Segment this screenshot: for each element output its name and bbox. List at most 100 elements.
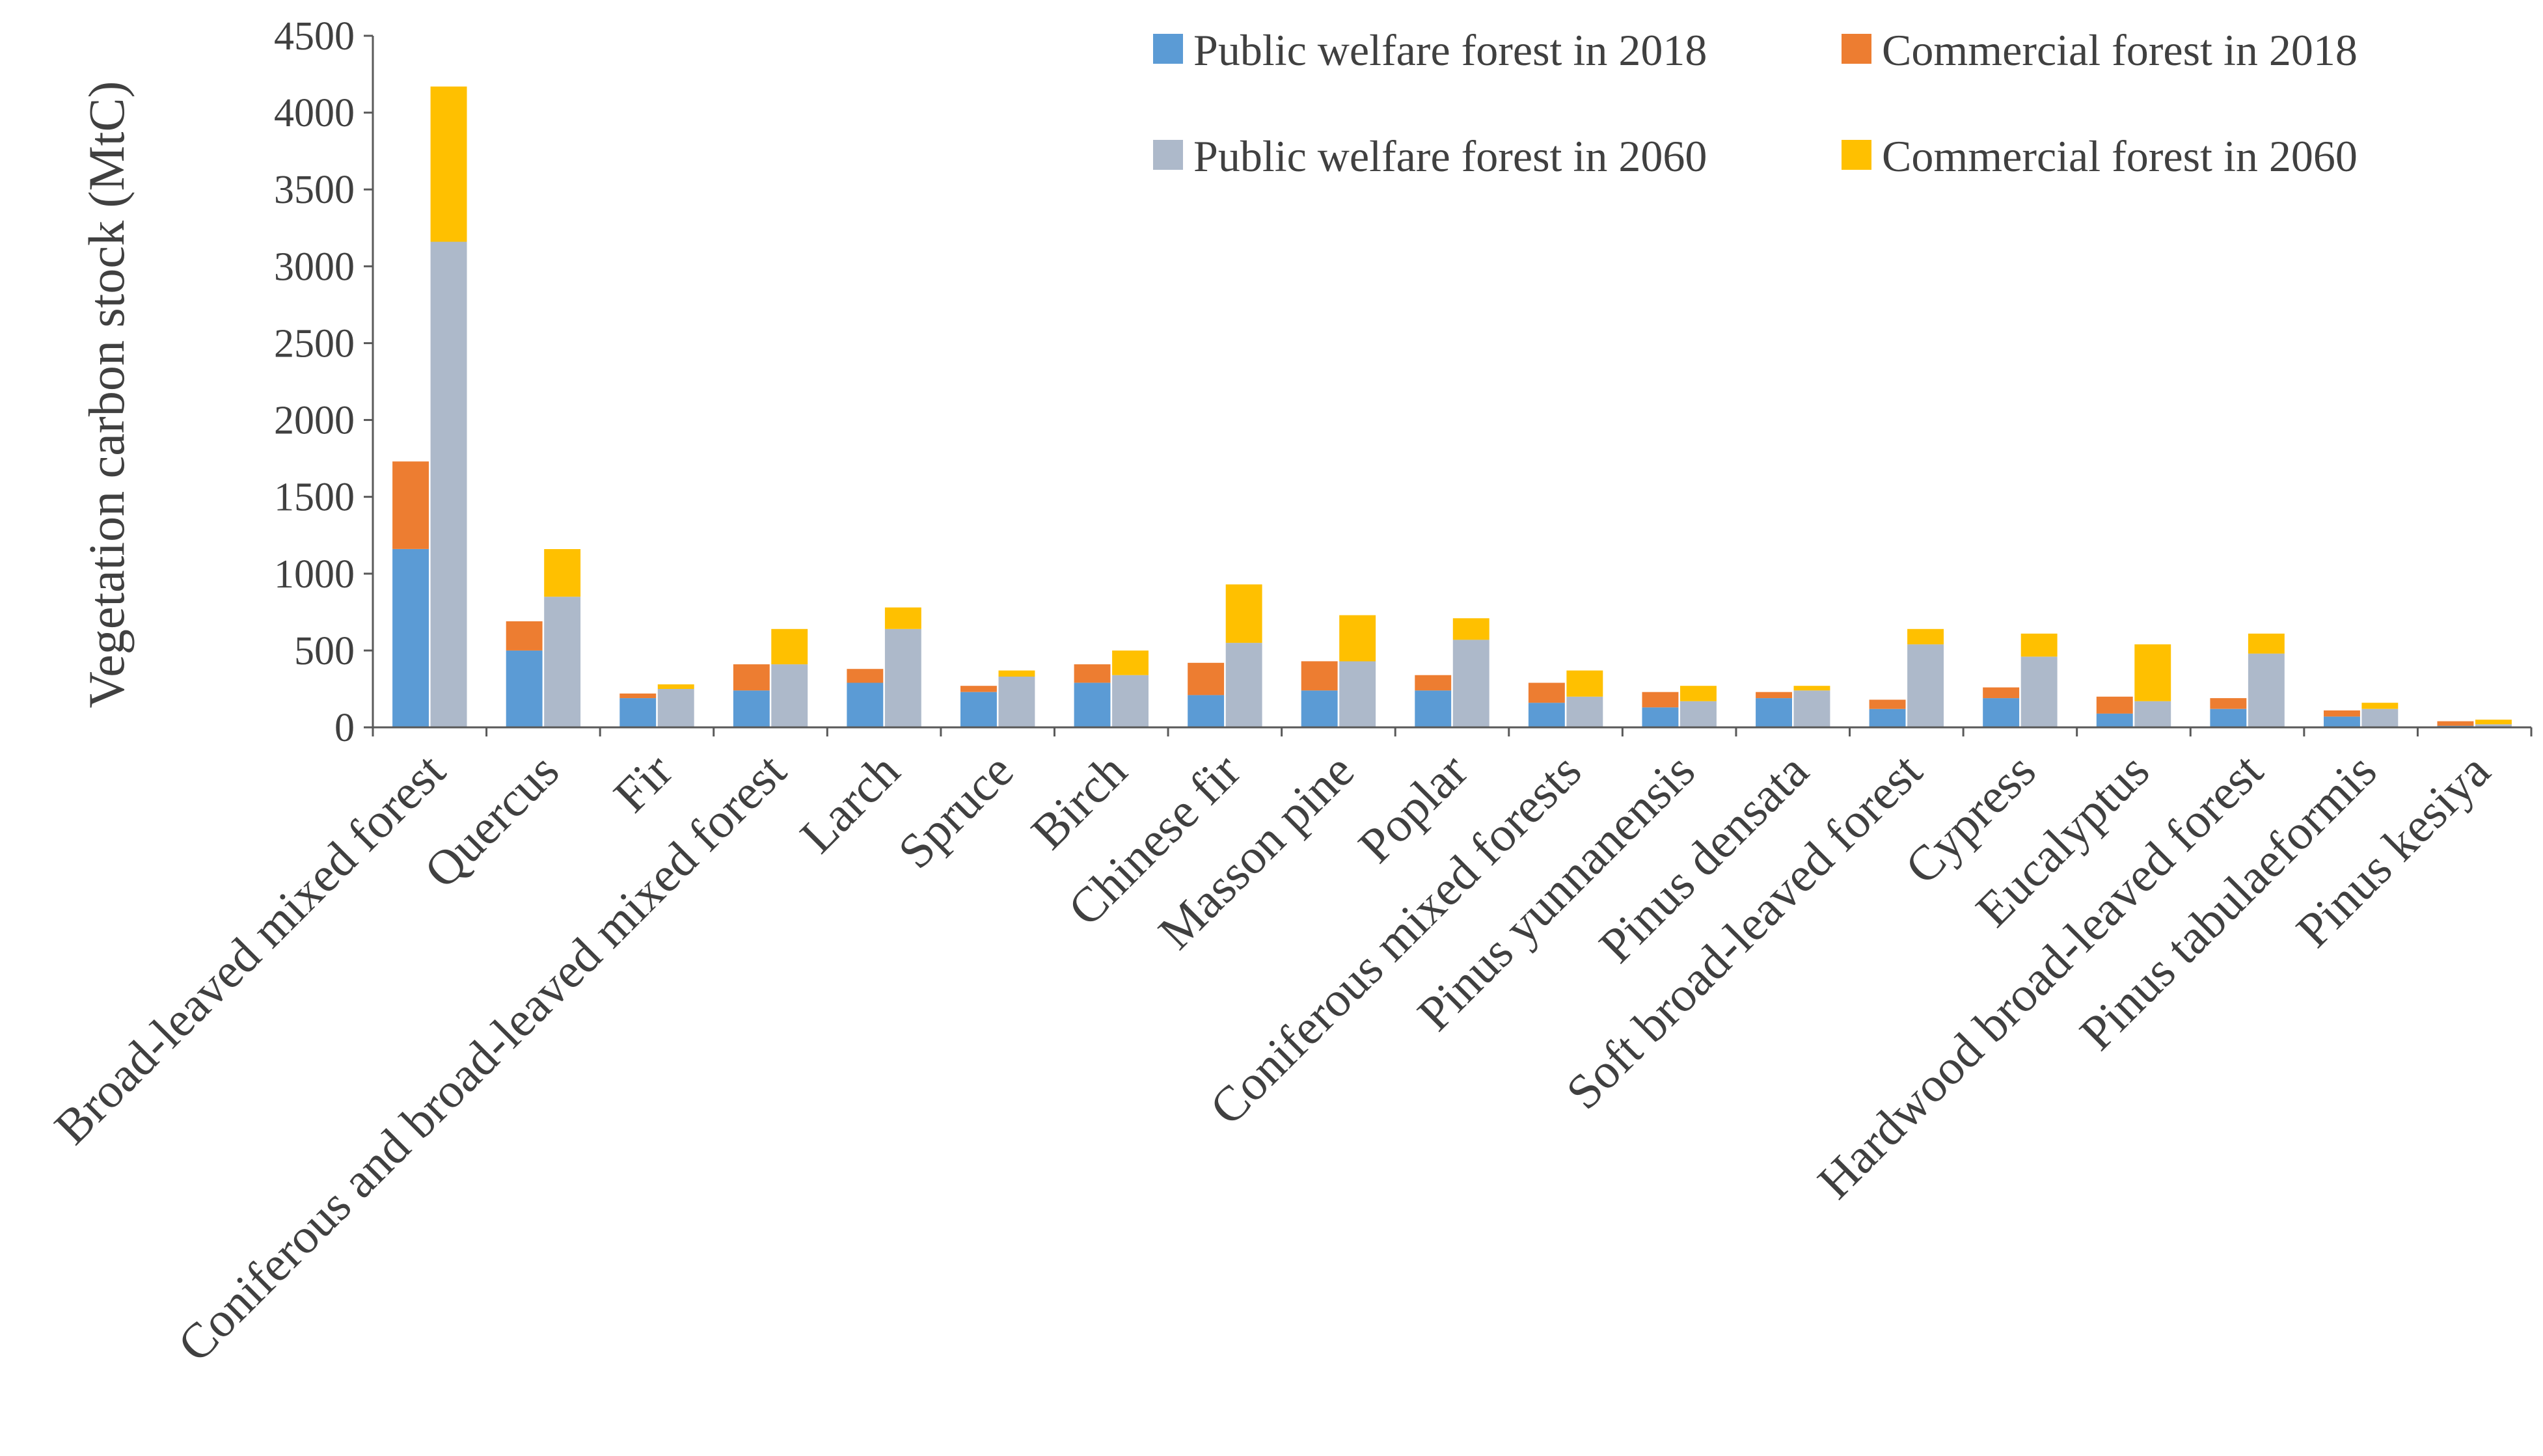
bar-segment-s2-c17 [2361, 708, 2399, 727]
legend-label: Commercial forest in 2060 [1882, 131, 2358, 181]
bars-layer [392, 87, 2512, 727]
legend-label: Public welfare forest in 2018 [1193, 25, 1707, 75]
bar-segment-s3-c11 [1680, 686, 1717, 701]
x-category-label: Spruce [888, 744, 1024, 880]
bar-segment-s1-c7 [1188, 662, 1225, 695]
bar-segment-s0-c4 [847, 682, 884, 727]
bar-segment-s0-c1 [506, 650, 543, 727]
bar-segment-s1-c9 [1415, 675, 1452, 691]
y-axis-title: Vegetation carbon stock (MtC) [78, 81, 135, 708]
bar-segment-s3-c18 [2475, 720, 2512, 725]
bar-segment-s1-c4 [847, 669, 884, 683]
bar-segment-s0-c14 [1983, 698, 2020, 727]
bar-segment-s0-c13 [1869, 708, 1906, 727]
bar-segment-s2-c6 [1112, 675, 1149, 727]
bar-segment-s1-c12 [1756, 692, 1792, 699]
bar-segment-s3-c8 [1339, 615, 1376, 662]
y-tick-label: 3000 [274, 245, 355, 289]
legend-label: Commercial forest in 2018 [1882, 25, 2358, 75]
bar-segment-s3-c7 [1225, 584, 1262, 643]
bar-segment-s3-c9 [1452, 618, 1489, 640]
bar-segment-s2-c11 [1680, 701, 1717, 727]
bar-segment-s3-c10 [1566, 670, 1603, 697]
y-tick-label: 2000 [274, 399, 355, 443]
bar-segment-s1-c18 [2437, 721, 2474, 726]
legend-swatch [1153, 34, 1183, 64]
bar-segment-s1-c17 [2324, 710, 2360, 717]
bar-segment-s2-c15 [2134, 701, 2171, 727]
bar-segment-s2-c16 [2248, 653, 2285, 727]
legend-swatch [1842, 34, 1871, 64]
bar-segment-s0-c0 [392, 549, 429, 727]
bar-segment-s1-c5 [960, 686, 997, 692]
y-tick-label: 1000 [274, 552, 355, 597]
bar-segment-s3-c0 [430, 87, 467, 242]
bar-segment-s2-c3 [771, 664, 808, 727]
bar-segment-s0-c12 [1756, 698, 1792, 727]
bar-segment-s0-c16 [2210, 708, 2247, 727]
legend-swatch [1842, 140, 1871, 170]
bar-segment-s1-c6 [1074, 664, 1111, 683]
bar-segment-s0-c8 [1301, 690, 1338, 727]
bar-segment-s0-c15 [2096, 713, 2133, 727]
bar-segment-s3-c14 [2020, 633, 2058, 657]
axes-layer: 0 500 1000 1500 2000 2500 3000 3500 4000 4500 [274, 14, 2533, 750]
bar-segment-s3-c17 [2361, 703, 2399, 709]
x-category-label: Broad-leaved mixed forest [44, 744, 456, 1155]
x-category-label: Fir [603, 744, 683, 823]
bar-segment-s0-c17 [2324, 716, 2360, 727]
bar-segment-s3-c12 [1793, 686, 1830, 691]
y-tick-label: 4500 [274, 14, 355, 59]
bar-segment-s1-c8 [1301, 661, 1338, 691]
bar-segment-s2-c13 [1907, 644, 1944, 727]
bar-segment-s1-c15 [2096, 696, 2133, 714]
bar-segment-s2-c2 [657, 688, 694, 727]
bar-segment-s1-c14 [1983, 687, 2020, 699]
bar-segment-s2-c0 [430, 241, 467, 727]
legend-swatch [1153, 140, 1183, 170]
bar-segment-s2-c8 [1339, 661, 1376, 727]
bar-segment-s0-c3 [733, 690, 770, 727]
bar-segment-s1-c16 [2210, 698, 2247, 709]
y-tick-label: 0 [334, 706, 355, 750]
legend: Public welfare forest in 2018 Commercial … [1153, 25, 2358, 181]
bar-segment-s3-c16 [2248, 633, 2285, 654]
bar-segment-s1-c0 [392, 461, 429, 549]
bar-segment-s3-c15 [2134, 644, 2171, 701]
legend-label: Public welfare forest in 2060 [1193, 131, 1707, 181]
bar-segment-s1-c3 [733, 664, 770, 691]
y-tick-label: 4000 [274, 91, 355, 135]
bar-segment-s3-c4 [884, 607, 921, 629]
bar-segment-s2-c1 [544, 597, 581, 727]
bar-segment-s0-c5 [960, 692, 997, 727]
bar-segment-s1-c1 [506, 621, 543, 651]
bar-segment-s2-c4 [884, 628, 921, 727]
bar-segment-s0-c11 [1642, 707, 1679, 727]
bar-segment-s3-c5 [998, 670, 1035, 677]
bar-segment-s3-c3 [771, 628, 808, 665]
bar-segment-s0-c9 [1415, 690, 1452, 727]
bar-segment-s0-c6 [1074, 682, 1111, 727]
y-tick-label: 1500 [274, 476, 355, 520]
y-tick-label: 500 [294, 629, 355, 673]
bar-segment-s1-c10 [1528, 682, 1565, 703]
bar-segment-s0-c2 [619, 698, 657, 727]
bar-segment-s2-c14 [2020, 656, 2058, 727]
bar-segment-s2-c18 [2475, 724, 2512, 727]
bar-segment-s2-c5 [998, 677, 1035, 727]
bar-segment-s2-c12 [1793, 690, 1830, 727]
bar-segment-s2-c9 [1452, 640, 1489, 727]
bar-segment-s3-c2 [657, 684, 694, 689]
bar-segment-s1-c2 [619, 694, 657, 699]
bar-segment-s3-c6 [1112, 650, 1149, 675]
bar-segment-s2-c7 [1225, 643, 1262, 727]
bar-segment-s3-c13 [1907, 628, 1944, 645]
y-tick-label: 3500 [274, 168, 355, 212]
x-category-label: Larch [790, 744, 910, 864]
bar-segment-s2-c10 [1566, 696, 1603, 727]
bar-segment-s0-c10 [1528, 703, 1565, 727]
bar-segment-s3-c1 [544, 549, 581, 597]
bar-segment-s0-c7 [1188, 695, 1225, 727]
